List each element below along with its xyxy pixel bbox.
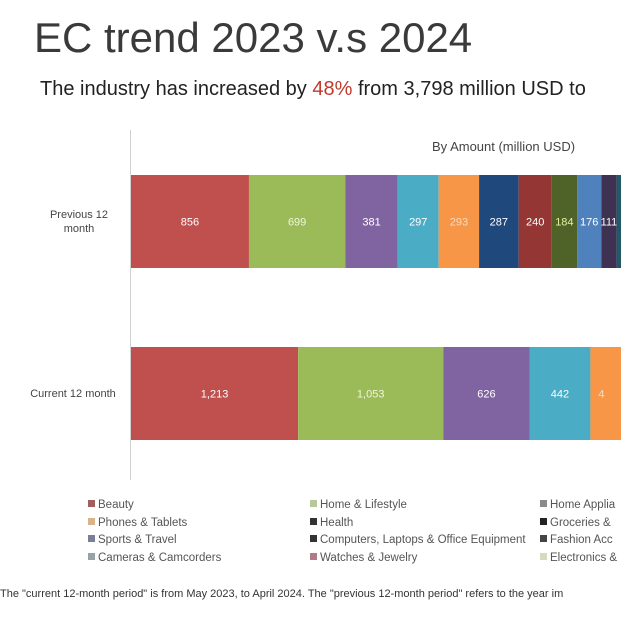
data-label: 111	[601, 217, 618, 229]
legend-swatch-icon	[540, 535, 547, 542]
data-label: 856	[181, 217, 199, 229]
legend-label: Beauty	[98, 499, 134, 511]
legend-swatch-icon	[310, 535, 317, 542]
data-label: 287	[490, 217, 508, 229]
legend-label: Home & Lifestyle	[320, 499, 407, 511]
data-label: 1,213	[201, 389, 229, 401]
data-label: 699	[288, 217, 306, 229]
page-title: EC trend 2023 v.s 2024	[34, 14, 473, 61]
legend-label: Sports & Travel	[98, 534, 177, 546]
legend-item: Watches & Jewelry	[310, 552, 417, 564]
legend-label: Fashion Acc	[550, 534, 613, 546]
legend-swatch-icon	[540, 500, 547, 507]
legend-label: Computers, Laptops & Office Equipment	[320, 534, 526, 546]
legend-swatch-icon	[88, 517, 95, 525]
legend-swatch-icon	[540, 517, 547, 525]
legend-item: Computers, Laptops & Office Equipment	[310, 534, 526, 546]
legend-swatch-icon	[310, 552, 317, 560]
legend-item: Electronics &	[540, 552, 617, 564]
legend-item: Health	[310, 517, 353, 529]
data-label: 240	[526, 217, 544, 229]
bar-segment-fashion-acc-0	[577, 175, 602, 268]
growth-highlight: 48%	[312, 78, 353, 100]
legend-label: Cameras & Camcorders	[98, 551, 222, 564]
legend-label: Watches & Jewelry	[320, 551, 418, 564]
data-label: 176	[580, 217, 598, 229]
subtitle-text-end: from 3,798 million USD to	[352, 78, 586, 100]
bar-segment-sports-travel-0	[518, 175, 552, 268]
data-label: 297	[409, 217, 427, 229]
legend-item: Phones & Tablets	[88, 517, 187, 529]
bar-segment-home-lifestyle-0	[248, 175, 346, 268]
bar-segment-phones-tablets-0	[397, 175, 439, 268]
bar-segment-groceries--0	[479, 175, 519, 268]
legend-label: Health	[320, 516, 354, 529]
category-axis	[130, 130, 131, 480]
category-label-current: Current 12 month	[30, 388, 116, 400]
legend-swatch-icon	[88, 552, 95, 560]
bar-segment-beauty-1	[131, 347, 299, 440]
legend-label: Home Applia	[550, 499, 616, 511]
bar-segment-watches-jewelry-0	[616, 175, 621, 268]
legend-label: Electronics &	[550, 551, 618, 564]
bar-segment-health-0	[438, 175, 480, 268]
legend-swatch-icon	[88, 500, 95, 507]
legend-item: Fashion Acc	[540, 534, 613, 546]
legend-label: Groceries &	[550, 516, 611, 529]
legend-swatch-icon	[310, 517, 317, 525]
legend-swatch-icon	[540, 552, 547, 560]
legend-item: Home & Lifestyle	[310, 499, 407, 511]
bar-segment-cameras-camcorders-0	[601, 175, 617, 268]
bar-segment-phones-tablets-1	[529, 347, 591, 440]
data-label: 293	[450, 217, 468, 229]
bar-segment-home-lifestyle-1	[298, 347, 444, 440]
legend-item: Groceries &	[540, 517, 611, 529]
data-label: 4	[598, 389, 604, 401]
chart-title: By Amount (million USD)	[432, 139, 576, 154]
category-label-previous: Previous 12 month	[49, 209, 109, 235]
bar-segment-computers-laptops-office-equipment-0	[551, 175, 578, 268]
data-label: 442	[551, 389, 569, 401]
data-label: 626	[477, 389, 495, 401]
bar-segment-home-applia-0	[345, 175, 398, 268]
bar-segment-health-1	[590, 347, 621, 440]
subtitle-text: The industry has increased by	[40, 78, 313, 100]
data-label: 1,053	[357, 389, 385, 401]
bar-segment-beauty-0	[131, 175, 249, 268]
legend-item: Beauty	[88, 499, 134, 511]
legend-item: Cameras & Camcorders	[88, 552, 221, 564]
data-label: 184	[555, 217, 573, 229]
bar-segment-home-applia-1	[443, 347, 530, 440]
data-label: 381	[362, 217, 380, 229]
subtitle: The industry has increased by 48% from 3…	[40, 78, 586, 101]
legend-swatch-icon	[310, 500, 317, 507]
legend-item: Home Applia	[540, 499, 615, 511]
legend-swatch-icon	[88, 535, 95, 542]
footnote: The "current 12-month period" is from Ma…	[0, 588, 564, 600]
legend-label: Phones & Tablets	[98, 516, 188, 529]
legend-item: Sports & Travel	[88, 534, 177, 546]
